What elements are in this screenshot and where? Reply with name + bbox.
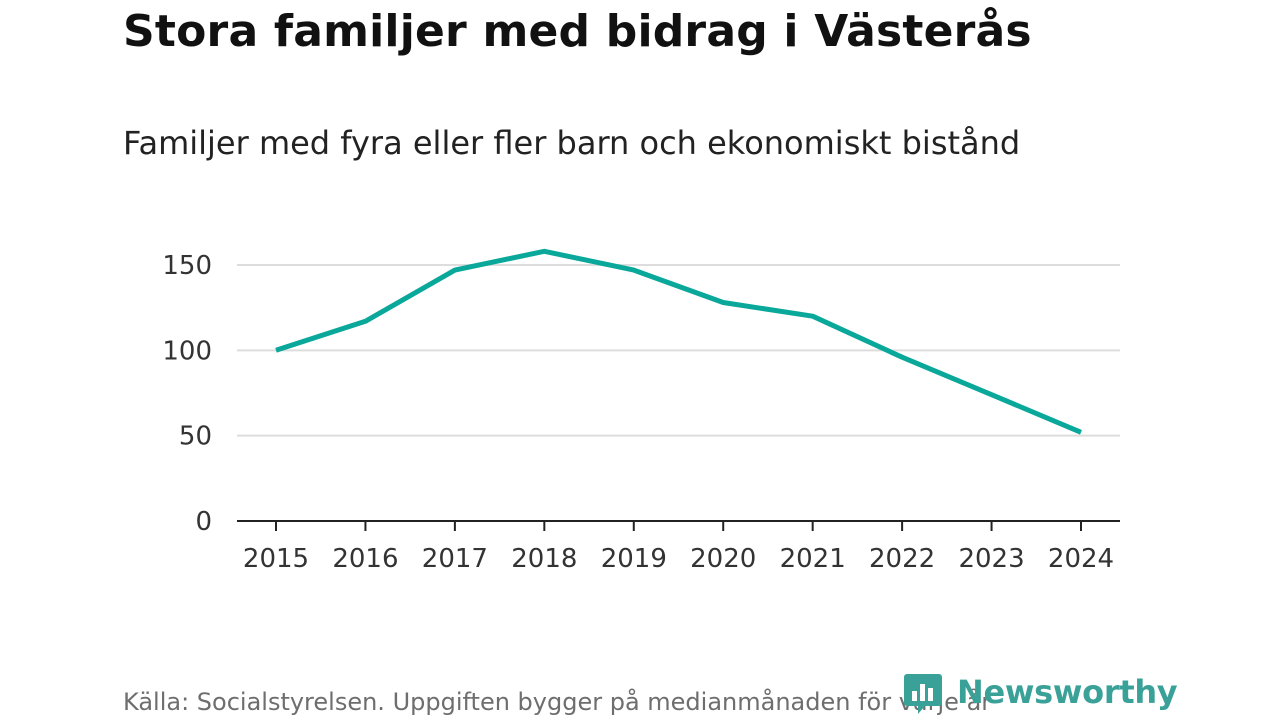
y-tick-label-100: 100: [162, 336, 212, 366]
gridlines: [237, 264, 1120, 437]
x-tick-label-2020: 2020: [690, 544, 756, 574]
x-tick-label-2016: 2016: [332, 544, 398, 574]
chart-subtitle: Familjer med fyra eller fler barn och ek…: [123, 124, 1021, 162]
x-tick-label-2019: 2019: [601, 544, 667, 574]
y-tick-labels: 0 50 100 150: [162, 251, 212, 537]
x-axis: [237, 520, 1120, 531]
y-tick-label-50: 50: [179, 422, 212, 452]
y-tick-label-0: 0: [195, 507, 212, 537]
brand-name: Newsworthy: [957, 673, 1178, 711]
y-tick-label-150: 150: [162, 251, 212, 281]
x-tick-label-2017: 2017: [422, 544, 488, 574]
chart-speech-bubble-icon: [903, 672, 943, 714]
x-tick-label-2023: 2023: [958, 544, 1024, 574]
brand-logo: Newsworthy: [903, 670, 1178, 714]
x-tick-label-2018: 2018: [511, 544, 577, 574]
x-tick-labels: 2015 2016 2017 2018 2019 2020 2021 2022 2023 2024: [243, 544, 1114, 574]
x-tick-label-2022: 2022: [869, 544, 935, 574]
series-layer: [275, 248, 1082, 435]
x-tick-label-2024: 2024: [1048, 544, 1114, 574]
x-tick-label-2015: 2015: [243, 544, 309, 574]
series-line-0: [275, 248, 1082, 435]
source-note: Källa: Socialstyrelsen. Uppgiften bygger…: [123, 688, 992, 716]
chart-title: Stora familjer med bidrag i Västerås: [123, 6, 1032, 57]
x-tick-label-2021: 2021: [780, 544, 846, 574]
